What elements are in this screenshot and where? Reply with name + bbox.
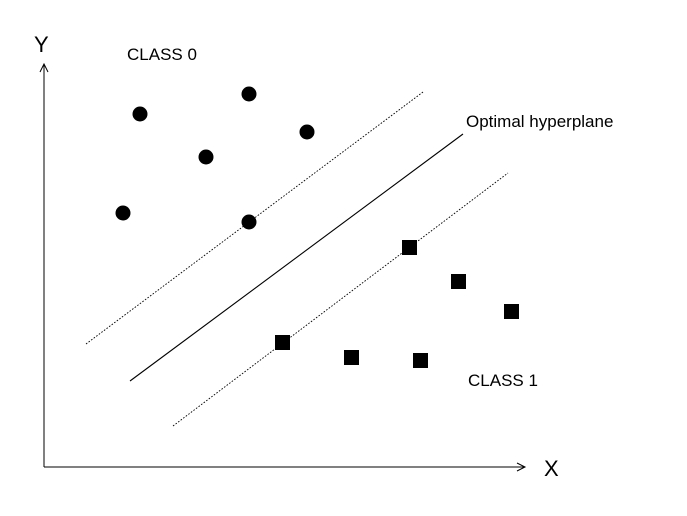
lower-margin-line: [172, 172, 509, 427]
class0-point: [241, 86, 257, 102]
y-axis-label: Y: [34, 32, 49, 57]
class0-point: [198, 149, 214, 165]
class0-point: [132, 106, 148, 122]
optimal-hyperplane-line: [129, 133, 464, 382]
axes: [39, 62, 527, 472]
class0-point: [115, 205, 131, 221]
class1-label: CLASS 1: [468, 371, 538, 390]
class1-point: [275, 335, 290, 350]
x-axis-label: X: [544, 456, 559, 481]
class0-points: [115, 86, 315, 230]
class1-point: [402, 240, 417, 255]
class0-label: CLASS 0: [127, 45, 197, 64]
y-axis-arrowhead: [39, 62, 49, 73]
class1-point: [451, 274, 466, 289]
class1-point: [344, 350, 359, 365]
class0-point: [241, 214, 257, 230]
class1-points: [275, 240, 519, 368]
x-axis-arrowhead: [516, 462, 527, 472]
class1-point: [504, 304, 519, 319]
optimal-hyperplane-label: Optimal hyperplane: [466, 112, 613, 131]
class1-point: [413, 353, 428, 368]
class0-point: [299, 124, 315, 140]
